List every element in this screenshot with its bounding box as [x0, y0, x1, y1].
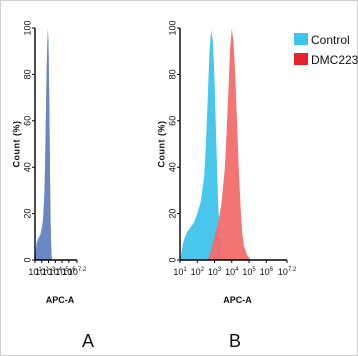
x-tick-label: 102	[191, 267, 205, 277]
x-tick-label: 106	[260, 267, 274, 277]
legend-label: Control	[311, 33, 350, 47]
y-tick-label: 80	[22, 69, 32, 79]
panel-label: B	[229, 331, 241, 351]
x-tick-label: 105	[242, 267, 256, 277]
y-tick-label: 40	[167, 162, 177, 172]
x-tick-label: 104	[49, 267, 63, 277]
y-tick-label: 100	[167, 20, 177, 35]
legend: Control DMC223	[294, 33, 358, 67]
y-tick-label: 20	[22, 209, 32, 219]
charts-layer: 020406080100101102103104105106107.2APC-A…	[11, 20, 358, 351]
y-tick-label: 80	[167, 69, 177, 79]
legend-swatch	[294, 33, 308, 45]
control-histogram	[180, 30, 224, 260]
y-tick-label: 60	[22, 116, 32, 126]
y-axis-label: Count (%)	[156, 121, 166, 168]
x-tick-label: 102	[35, 267, 49, 277]
y-axis-label: Count (%)	[11, 121, 21, 168]
chart-panel-B: 0 20 40 60 80 100 101 102 103 104 105 106 107.2 APC-A…	[156, 20, 358, 351]
x-tick-label: 104	[225, 267, 239, 277]
y-tick-label: 100	[22, 20, 32, 35]
y-tick-label: 0	[22, 257, 32, 262]
x-tick-label: 106	[62, 267, 76, 277]
y-tick-label: 0	[167, 257, 177, 262]
legend-label: DMC223	[311, 53, 358, 67]
x-tick-label: 107.2	[68, 267, 87, 277]
legend-swatch	[294, 53, 308, 65]
panel-label: A	[82, 331, 94, 351]
x-tick-label: 101	[28, 267, 42, 277]
dmc223-histogram	[207, 28, 251, 260]
y-tick-label: 40	[22, 162, 32, 172]
x-tick-label: 105	[55, 267, 69, 277]
y-tick-label: 60	[167, 116, 177, 126]
y-tick-label: 20	[167, 209, 177, 219]
x-tick-label: 107.2	[278, 267, 297, 277]
x-tick-label: 103	[42, 267, 56, 277]
x-axis-label: APC-A	[223, 295, 252, 305]
series-2-histogram	[35, 28, 52, 260]
x-tick-label: 101	[173, 267, 187, 277]
x-tick-label: 103	[208, 267, 222, 277]
x-axis-label: APC-A	[46, 295, 75, 305]
